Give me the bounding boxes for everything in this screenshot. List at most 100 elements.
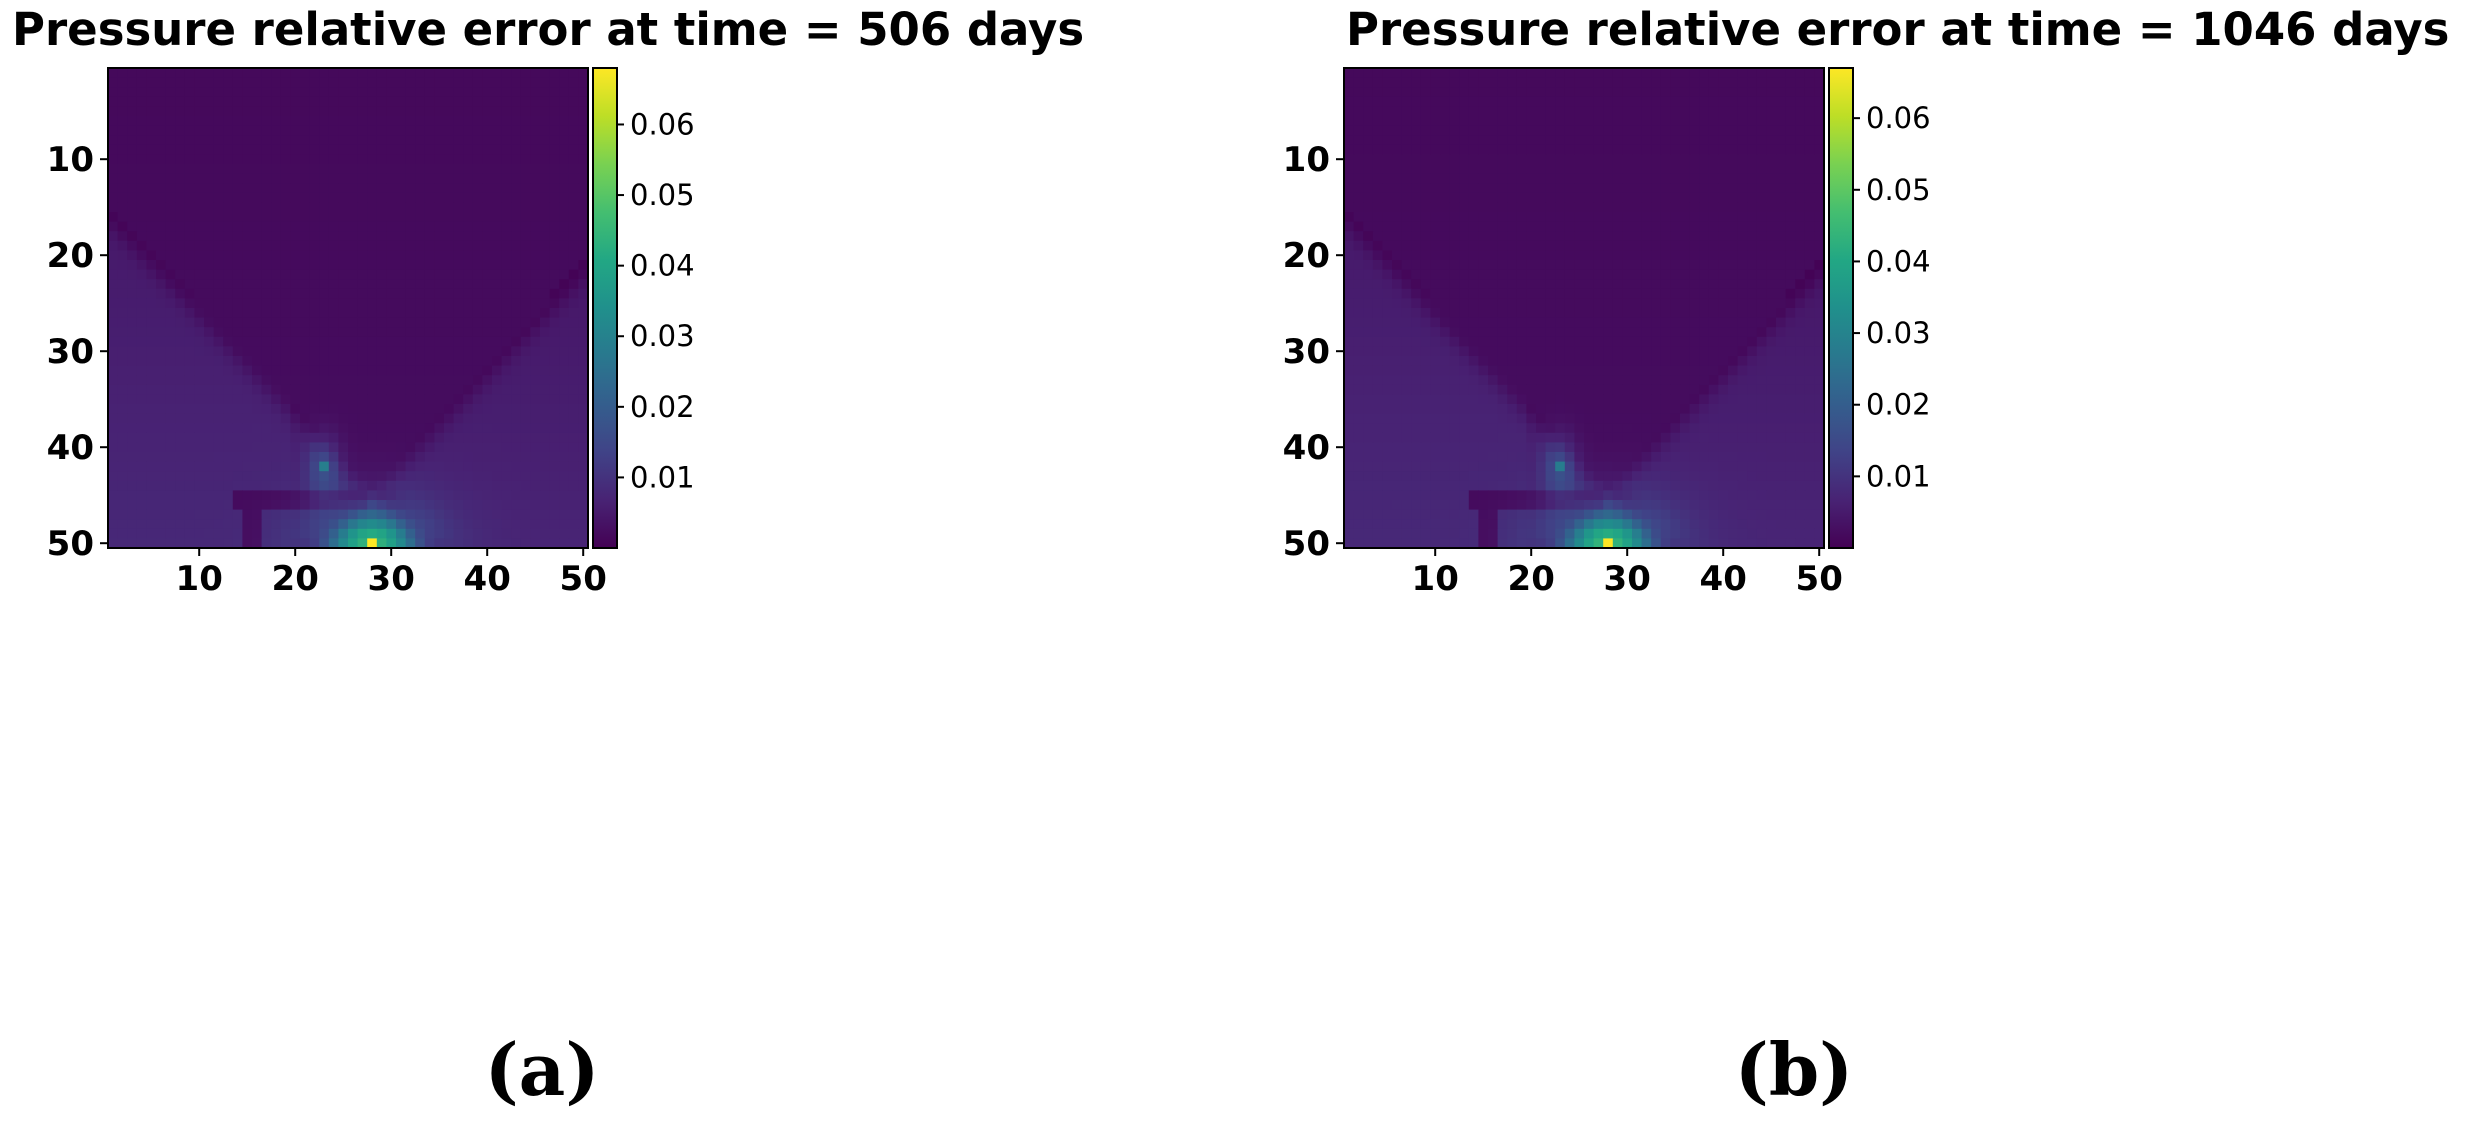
heatmap-cell bbox=[1392, 96, 1403, 107]
heatmap-cell bbox=[1363, 298, 1374, 309]
heatmap-cell bbox=[261, 500, 272, 511]
heatmap-cell bbox=[424, 260, 435, 271]
heatmap-cell bbox=[463, 221, 474, 232]
heatmap-cell bbox=[1545, 250, 1556, 261]
heatmap-cell bbox=[1699, 231, 1710, 242]
heatmap-cell bbox=[1689, 183, 1700, 194]
heatmap-cell bbox=[1776, 144, 1787, 155]
heatmap-cell bbox=[1545, 442, 1556, 453]
heatmap-cell bbox=[1353, 500, 1364, 511]
heatmap-cell bbox=[1536, 212, 1547, 223]
heatmap-cell bbox=[386, 432, 397, 443]
heatmap-cell bbox=[1699, 221, 1710, 232]
heatmap-cell bbox=[1526, 87, 1537, 98]
heatmap-cell bbox=[175, 327, 186, 338]
heatmap-cell bbox=[1449, 528, 1460, 539]
heatmap-cell bbox=[1344, 231, 1355, 242]
heatmap-cell bbox=[396, 173, 407, 184]
heatmap-cell bbox=[1795, 461, 1806, 472]
heatmap-cell bbox=[453, 519, 464, 530]
heatmap-cell bbox=[1507, 154, 1518, 165]
heatmap-cell bbox=[1766, 394, 1777, 405]
heatmap-cell bbox=[482, 423, 493, 434]
heatmap-cell bbox=[415, 135, 426, 146]
heatmap-cell bbox=[434, 279, 445, 290]
heatmap-cell bbox=[1718, 480, 1729, 491]
heatmap-cell bbox=[252, 346, 263, 357]
heatmap-cell bbox=[492, 413, 503, 424]
heatmap-cell bbox=[444, 365, 455, 376]
heatmap-cell bbox=[568, 327, 579, 338]
heatmap-cell bbox=[232, 144, 243, 155]
heatmap-cell bbox=[530, 519, 541, 530]
heatmap-cell bbox=[482, 432, 493, 443]
heatmap-cell bbox=[204, 96, 215, 107]
heatmap-cell bbox=[338, 327, 349, 338]
heatmap-cell bbox=[338, 509, 349, 520]
heatmap-cell bbox=[444, 375, 455, 386]
heatmap-cell bbox=[549, 183, 560, 194]
heatmap-cell bbox=[559, 327, 570, 338]
heatmap-cell bbox=[559, 423, 570, 434]
heatmap-cell bbox=[300, 317, 311, 328]
heatmap-cell bbox=[127, 173, 138, 184]
heatmap-cell bbox=[1651, 375, 1662, 386]
heatmap-cell bbox=[367, 250, 378, 261]
heatmap-cell bbox=[1574, 279, 1585, 290]
heatmap-cell bbox=[271, 471, 282, 482]
heatmap-cell bbox=[405, 125, 416, 136]
heatmap-cell bbox=[376, 452, 387, 463]
heatmap-cell bbox=[1468, 336, 1479, 347]
heatmap-cell bbox=[396, 202, 407, 213]
heatmap-cell bbox=[1641, 260, 1652, 271]
heatmap-cell bbox=[1689, 423, 1700, 434]
heatmap-cell bbox=[492, 394, 503, 405]
heatmap-cell bbox=[156, 77, 167, 88]
heatmap-cell bbox=[578, 288, 589, 299]
heatmap-cell bbox=[511, 116, 522, 127]
heatmap-cell bbox=[1411, 404, 1422, 415]
heatmap-cell bbox=[1382, 480, 1393, 491]
heatmap-cell bbox=[309, 135, 320, 146]
heatmap-cell bbox=[578, 87, 589, 98]
heatmap-cell bbox=[290, 96, 301, 107]
heatmap-cell bbox=[1689, 288, 1700, 299]
heatmap-cell bbox=[271, 452, 282, 463]
heatmap-cell bbox=[1766, 336, 1777, 347]
heatmap-cell bbox=[175, 500, 186, 511]
heatmap-cell bbox=[1372, 490, 1383, 501]
heatmap-cell bbox=[338, 164, 349, 175]
heatmap-cell bbox=[1622, 490, 1633, 501]
heatmap-cell bbox=[472, 202, 483, 213]
heatmap-cell bbox=[540, 423, 551, 434]
heatmap-cell bbox=[1728, 269, 1739, 280]
heatmap-cell bbox=[1814, 308, 1825, 319]
heatmap-cell bbox=[367, 336, 378, 347]
heatmap-cell bbox=[1526, 240, 1537, 251]
heatmap-cell bbox=[184, 480, 195, 491]
heatmap-cell bbox=[501, 164, 512, 175]
heatmap-cell bbox=[1497, 365, 1508, 376]
heatmap-cell bbox=[1641, 183, 1652, 194]
heatmap-cell bbox=[1382, 106, 1393, 117]
heatmap-cell bbox=[1603, 135, 1614, 146]
heatmap-cell bbox=[1440, 135, 1451, 146]
heatmap-cell bbox=[290, 413, 301, 424]
heatmap-cell bbox=[338, 384, 349, 395]
heatmap-cell bbox=[1670, 413, 1681, 424]
heatmap-cell bbox=[1708, 346, 1719, 357]
heatmap-cell bbox=[1670, 154, 1681, 165]
heatmap-cell bbox=[357, 413, 368, 424]
heatmap-cell bbox=[1680, 154, 1691, 165]
heatmap-cell bbox=[568, 519, 579, 530]
heatmap-cell bbox=[501, 192, 512, 203]
heatmap-cell bbox=[1737, 221, 1748, 232]
heatmap-cell bbox=[117, 68, 128, 79]
heatmap-cell bbox=[1459, 77, 1470, 88]
heatmap-cell bbox=[309, 279, 320, 290]
heatmap-cell bbox=[1728, 308, 1739, 319]
heatmap-cell bbox=[108, 183, 119, 194]
heatmap-cell bbox=[424, 96, 435, 107]
heatmap-cell bbox=[1507, 336, 1518, 347]
heatmap-cell bbox=[338, 356, 349, 367]
